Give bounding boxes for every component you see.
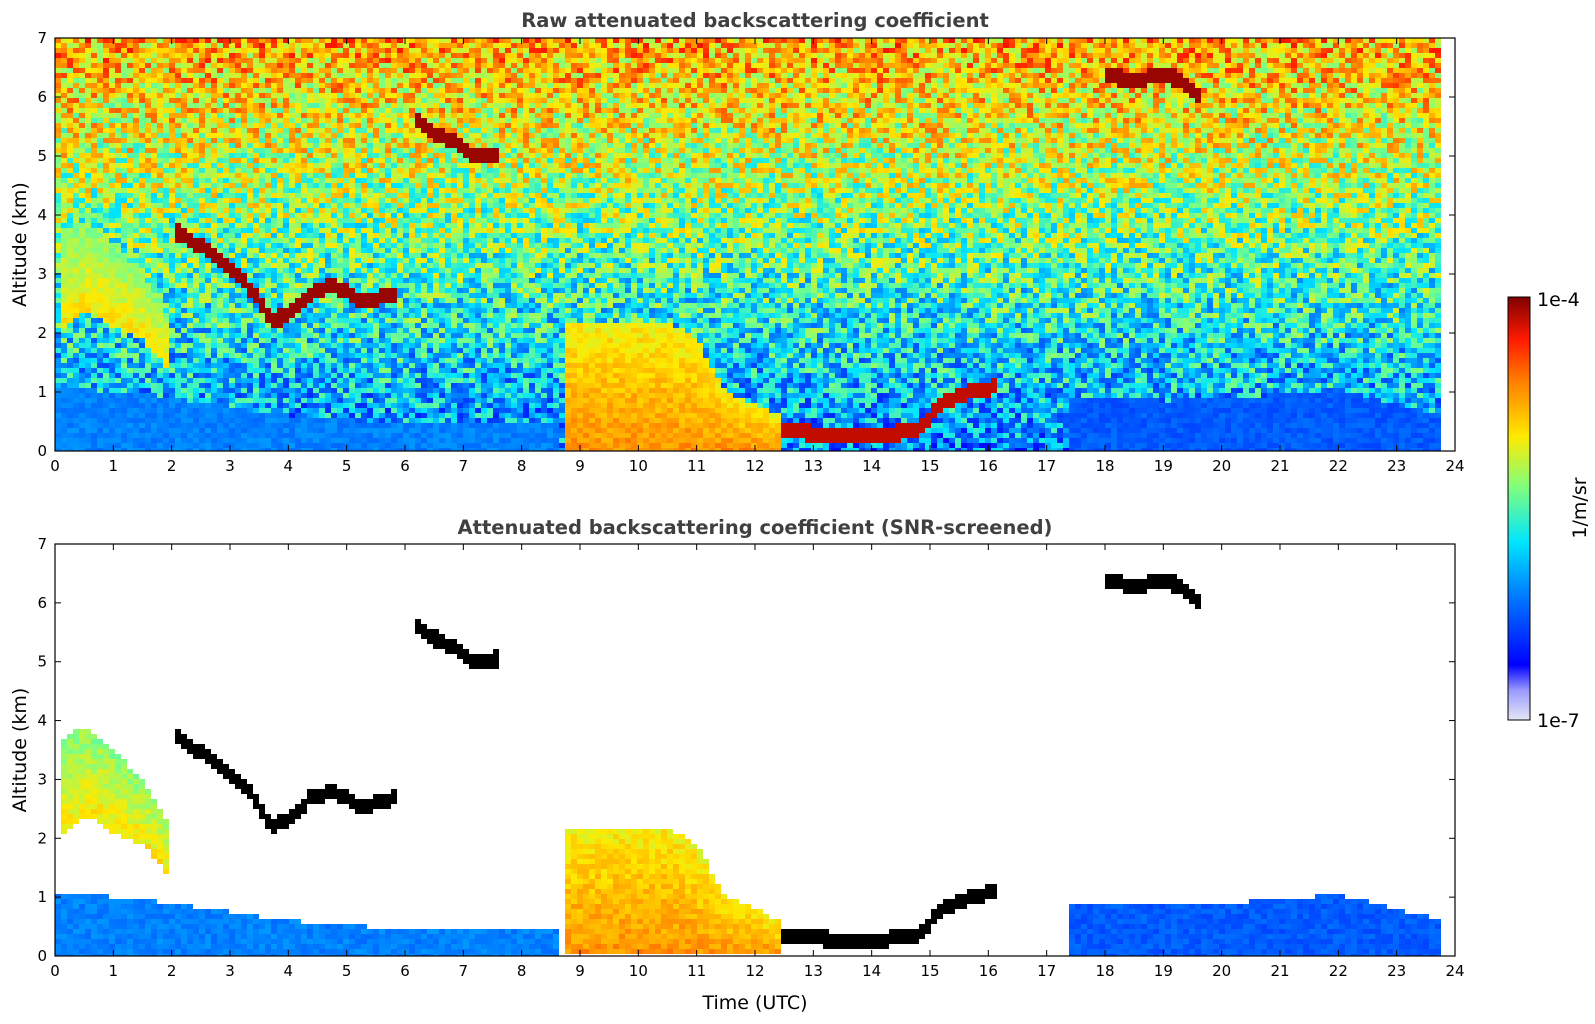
- x-tick-label: 6: [400, 962, 410, 980]
- y-tick-label: 3: [37, 265, 47, 283]
- x-tick-label: 24: [1445, 962, 1464, 980]
- x-tick-label: 15: [920, 962, 939, 980]
- x-tick-label: 5: [342, 962, 352, 980]
- colorbar-gradient: [1508, 297, 1530, 720]
- x-tick-label: 17: [1037, 962, 1056, 980]
- y-tick-label: 6: [37, 88, 47, 106]
- x-tick-label: 3: [225, 457, 235, 475]
- y-tick-label: 4: [37, 206, 47, 224]
- x-tick-label: 5: [342, 457, 352, 475]
- x-tick-label: 9: [575, 457, 585, 475]
- y-axis-label: Altitude (km): [9, 182, 31, 307]
- colorbar-max-label: 1e-4: [1537, 289, 1580, 311]
- chart-panel-raw: Raw attenuated backscattering coefficien…: [9, 9, 1465, 475]
- x-tick-label: 18: [1095, 457, 1114, 475]
- chart-title: Attenuated backscattering coefficient (S…: [458, 516, 1053, 539]
- plot-area: [55, 38, 1441, 453]
- x-tick-label: 1: [109, 457, 119, 475]
- x-tick-label: 11: [687, 457, 706, 475]
- x-tick-label: 23: [1387, 457, 1406, 475]
- x-tick-label: 8: [517, 457, 527, 475]
- x-tick-label: 13: [804, 457, 823, 475]
- x-tick-label: 16: [979, 457, 998, 475]
- x-tick-label: 7: [459, 962, 469, 980]
- x-tick-label: 22: [1329, 457, 1348, 475]
- x-tick-label: 4: [284, 962, 294, 980]
- x-tick-label: 21: [1270, 457, 1289, 475]
- x-tick-label: 24: [1445, 457, 1464, 475]
- x-tick-label: 14: [862, 457, 881, 475]
- y-tick-label: 1: [37, 383, 47, 401]
- y-tick-label: 6: [37, 594, 47, 612]
- y-tick-label: 4: [37, 712, 47, 730]
- x-tick-label: 2: [167, 962, 177, 980]
- y-tick-label: 0: [37, 442, 47, 460]
- x-tick-label: 12: [745, 962, 764, 980]
- x-tick-label: 15: [920, 457, 939, 475]
- x-tick-label: 0: [50, 457, 60, 475]
- x-tick-label: 0: [50, 962, 60, 980]
- y-axis: 0 1 2 3 4 5 6 7: [37, 535, 1455, 965]
- x-tick-label: 18: [1095, 962, 1114, 980]
- x-tick-label: 16: [979, 962, 998, 980]
- y-tick-label: 5: [37, 147, 47, 165]
- y-tick-label: 1: [37, 888, 47, 906]
- x-tick-label: 20: [1212, 457, 1231, 475]
- x-tick-label: 12: [745, 457, 764, 475]
- x-tick-label: 19: [1154, 457, 1173, 475]
- x-tick-label: 23: [1387, 962, 1406, 980]
- colorbar-min-label: 1e-7: [1537, 710, 1580, 732]
- plot-frame: [55, 544, 1455, 956]
- plot-area: [55, 574, 1441, 959]
- y-tick-label: 2: [37, 324, 47, 342]
- x-tick-label: 7: [459, 457, 469, 475]
- x-tick-label: 2: [167, 457, 177, 475]
- chart-title: Raw attenuated backscattering coefficien…: [521, 9, 989, 32]
- x-tick-label: 4: [284, 457, 294, 475]
- x-tick-label: 6: [400, 457, 410, 475]
- y-tick-label: 3: [37, 770, 47, 788]
- y-tick-label: 0: [37, 947, 47, 965]
- y-tick-label: 7: [37, 29, 47, 47]
- chart-panel-screened: Attenuated backscattering coefficient (S…: [9, 516, 1465, 1014]
- x-tick-label: 3: [225, 962, 235, 980]
- x-tick-label: 21: [1270, 962, 1289, 980]
- x-tick-label: 20: [1212, 962, 1231, 980]
- x-tick-label: 17: [1037, 457, 1056, 475]
- y-tick-label: 5: [37, 653, 47, 671]
- x-tick-label: 8: [517, 962, 527, 980]
- y-axis-label: Altitude (km): [9, 688, 31, 813]
- colorbar-unit-label: 1/m/sr: [1569, 477, 1591, 538]
- x-tick-label: 19: [1154, 962, 1173, 980]
- x-tick-label: 13: [804, 962, 823, 980]
- y-tick-label: 7: [37, 535, 47, 553]
- x-tick-label: 11: [687, 962, 706, 980]
- x-tick-label: 22: [1329, 962, 1348, 980]
- x-tick-label: 1: [109, 962, 119, 980]
- x-tick-label: 10: [629, 457, 648, 475]
- colorbar: 1e-4 1e-7 1/m/sr: [1508, 289, 1591, 732]
- x-tick-label: 14: [862, 962, 881, 980]
- x-axis-label: Time (UTC): [701, 992, 807, 1014]
- y-tick-label: 2: [37, 829, 47, 847]
- x-tick-label: 10: [629, 962, 648, 980]
- x-tick-label: 9: [575, 962, 585, 980]
